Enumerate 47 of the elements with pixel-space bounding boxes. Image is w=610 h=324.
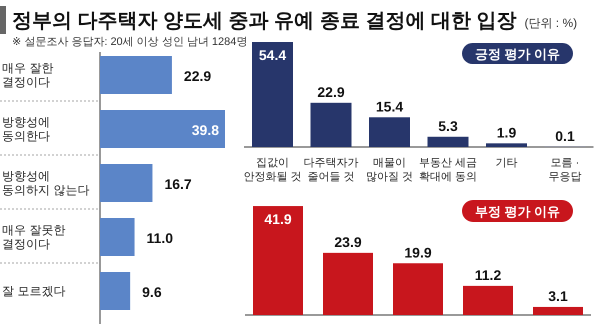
y-tick-label: 매우 잘한 결정이다	[2, 61, 54, 89]
y-tick-label: 매우 잘못한 결정이다	[2, 223, 66, 251]
bar	[393, 263, 443, 315]
bar	[428, 136, 468, 147]
data-label: 54.4	[258, 47, 286, 64]
bar	[252, 42, 293, 147]
bar	[100, 56, 172, 94]
bar	[100, 164, 152, 202]
data-label: 3.1	[548, 288, 568, 304]
bar	[253, 206, 303, 315]
bar	[486, 143, 527, 147]
data-label: 5.3	[438, 118, 458, 134]
bar	[100, 218, 135, 256]
data-label: 11.0	[146, 230, 174, 246]
data-label: 1.9	[496, 124, 516, 140]
data-label: 41.9	[264, 211, 292, 228]
data-label: 23.9	[334, 234, 362, 250]
data-label: 16.7	[164, 176, 192, 192]
y-tick-label: 방향성에 동의한다	[2, 115, 50, 143]
data-label: 22.9	[184, 68, 212, 84]
x-tick-label: 부동산 세금 확대에 동의	[418, 157, 478, 183]
bar	[463, 286, 513, 315]
data-label: 15.4	[376, 98, 404, 114]
chart-title: 긍정 평가 이유	[474, 46, 560, 62]
chart-subtitle: ※ 설문조사 응답자: 20세 이상 성인 남녀 1284명	[12, 36, 248, 48]
data-label: 22.9	[317, 84, 345, 100]
chart-title: 부정 평가 이유	[474, 204, 560, 219]
bar	[323, 252, 373, 315]
x-tick-label: 다주택자가 줄어들 것	[304, 157, 358, 183]
chart-title: 정부의 다주택자 양도세 중과 유예 종료 결정에 대한 입장	[12, 10, 516, 32]
x-tick-label: 기타	[496, 157, 518, 169]
text: (단위 : %)	[524, 16, 578, 30]
x-tick-label: 집값이 안정화될 것	[243, 157, 302, 183]
bar	[310, 102, 352, 147]
data-label: 39.8	[192, 122, 220, 138]
data-label: 19.9	[404, 244, 432, 260]
x-tick-label: 매물이 많아질 것	[366, 157, 414, 183]
data-label: 0.1	[555, 128, 575, 144]
data-label: 11.2	[474, 266, 502, 283]
bar	[369, 117, 410, 147]
bar	[100, 110, 225, 148]
y-tick-label: 방향성에 동의하지 않는다	[2, 169, 90, 197]
data-label: 9.6	[142, 284, 162, 300]
y-tick-label: 잘 모르겠다	[2, 284, 66, 298]
bar	[533, 306, 583, 315]
x-tick-label: 모름 · 무응답	[548, 157, 582, 183]
bar	[100, 272, 130, 310]
